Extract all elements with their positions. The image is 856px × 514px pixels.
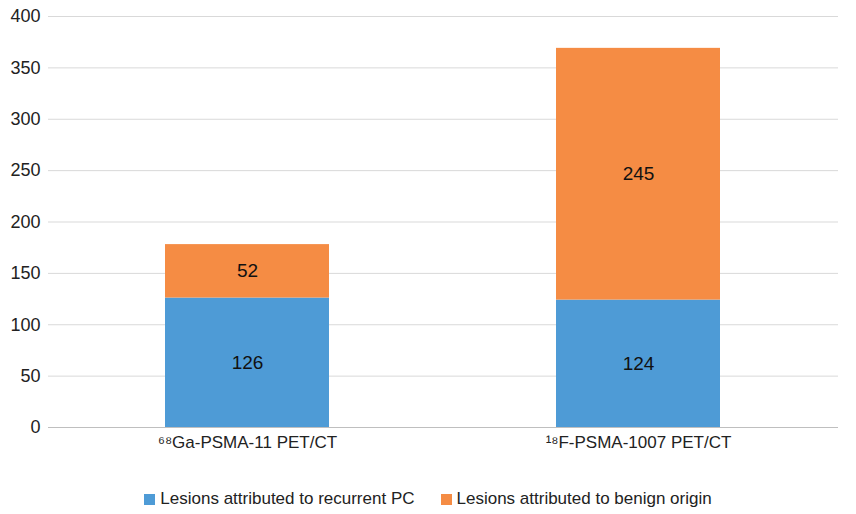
svg-text:200: 200 [10,212,40,232]
svg-text:¹⁸F-PSMA-1007 PET/CT: ¹⁸F-PSMA-1007 PET/CT [546,433,732,452]
svg-text:300: 300 [10,109,40,129]
svg-text:124: 124 [623,353,655,374]
svg-text:0: 0 [30,417,40,437]
svg-text:350: 350 [10,58,40,78]
html-text:Lesions attributed to benign o: Lesions attributed to benign origin [456,489,712,508]
svg-text:50: 50 [20,366,40,386]
svg-text:150: 150 [10,263,40,283]
svg-text:126: 126 [232,352,264,373]
svg-text:⁶⁸Ga-PSMA-11 PET/CT: ⁶⁸Ga-PSMA-11 PET/CT [158,433,337,452]
html-text:Lesions attributed to recurren: Lesions attributed to recurrent PC [160,489,415,508]
svg-text:400: 400 [10,6,40,26]
svg-text:245: 245 [623,163,655,184]
svg-text:52: 52 [237,260,258,281]
svg-text:250: 250 [10,160,40,180]
svg-text:100: 100 [10,315,40,335]
